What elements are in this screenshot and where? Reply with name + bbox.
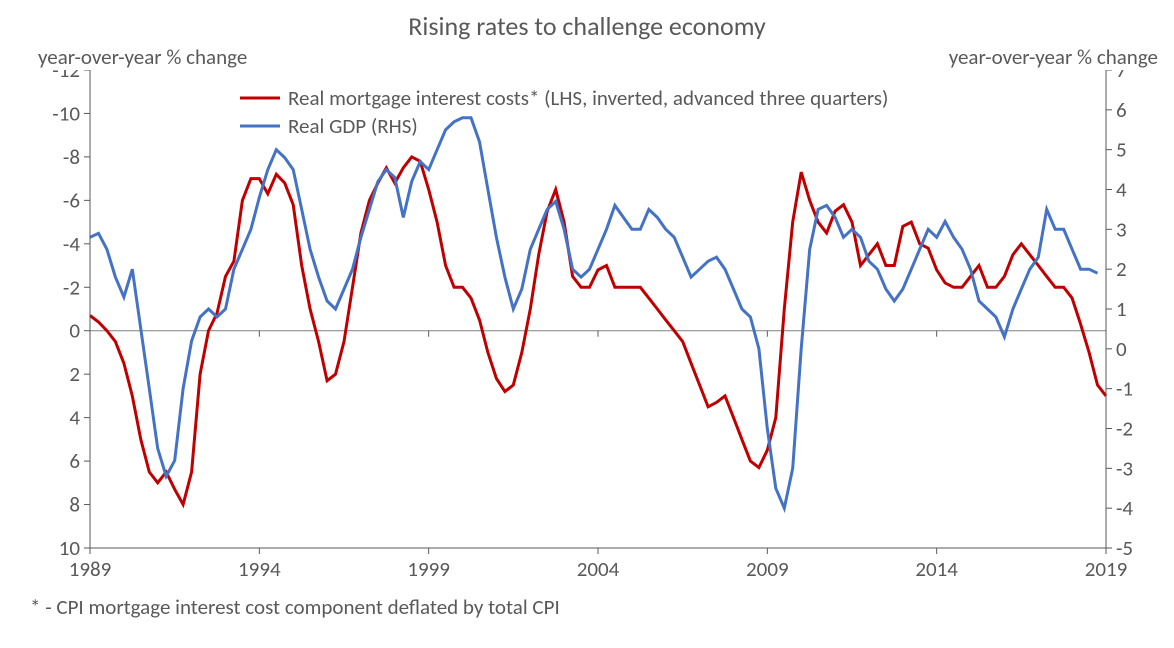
y-right-tick-label: 6	[1116, 97, 1127, 123]
chart-title: Rising rates to challenge economy	[10, 10, 1164, 42]
y-right-tick-label: -1	[1116, 376, 1133, 402]
y-right-tick-label: 1	[1116, 296, 1127, 322]
y-left-tick-label: -6	[63, 187, 80, 213]
legend-label-0: Real mortgage interest costs* (LHS, inve…	[288, 85, 888, 111]
y-left-tick-label: -4	[63, 231, 80, 257]
chart-footnote: * - CPI mortgage interest cost component…	[30, 594, 1164, 620]
line-chart: -12-10-8-6-4-20246810-5-4-3-2-1012345671…	[10, 70, 1150, 590]
y-right-tick-label: 4	[1116, 177, 1127, 203]
y-right-tick-label: 5	[1116, 137, 1127, 163]
legend-label-1: Real GDP (RHS)	[288, 113, 418, 139]
y-right-tick-label: 2	[1116, 256, 1127, 282]
y-right-tick-label: 0	[1116, 336, 1127, 362]
y-left-tick-label: -12	[52, 70, 80, 83]
y-right-tick-label: 3	[1116, 216, 1127, 242]
y-right-tick-label: 7	[1116, 70, 1127, 83]
x-tick-label: 2014	[915, 556, 958, 582]
x-tick-label: 1999	[407, 556, 450, 582]
y-left-tick-label: -8	[63, 144, 80, 170]
x-tick-label: 1989	[69, 556, 112, 582]
y-left-tick-label: 2	[69, 361, 80, 387]
y-left-tick-label: 8	[69, 492, 80, 518]
y-right-tick-label: -2	[1116, 416, 1133, 442]
axis-label-row: year-over-year % change year-over-year %…	[38, 44, 1158, 70]
left-axis-label: year-over-year % change	[38, 44, 247, 70]
y-left-tick-label: 6	[69, 448, 80, 474]
y-right-tick-label: -4	[1116, 495, 1133, 521]
x-tick-label: 2009	[746, 556, 789, 582]
y-left-tick-label: -2	[63, 274, 80, 300]
y-left-tick-label: 4	[69, 405, 80, 431]
series-1	[90, 118, 1098, 508]
y-left-tick-label: -10	[52, 100, 80, 126]
x-tick-label: 1994	[238, 556, 281, 582]
x-tick-label: 2019	[1085, 556, 1128, 582]
x-tick-label: 2004	[577, 556, 620, 582]
y-right-tick-label: -3	[1116, 455, 1133, 481]
right-axis-label: year-over-year % change	[949, 44, 1158, 70]
y-left-tick-label: 0	[69, 318, 80, 344]
